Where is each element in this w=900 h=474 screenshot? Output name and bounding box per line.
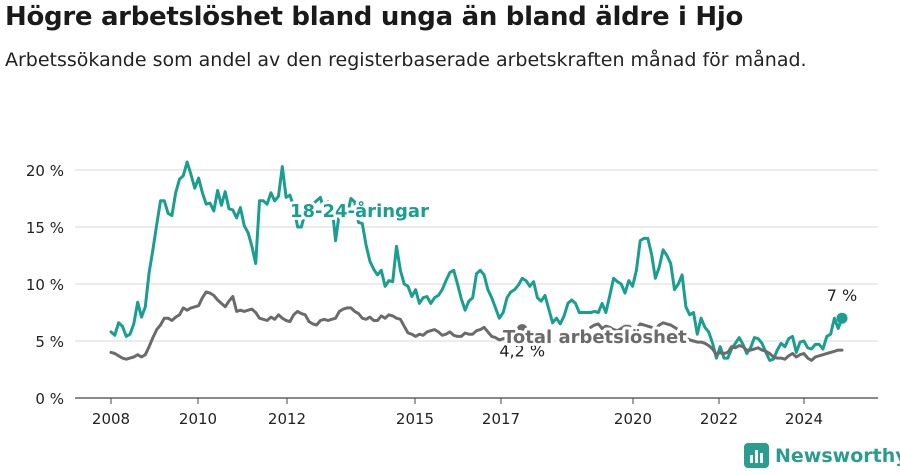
newsworthy-logo: Newsworthy bbox=[744, 443, 900, 468]
brand-name: Newsworthy bbox=[775, 444, 900, 467]
series-line-youth bbox=[109, 160, 844, 362]
x-tick-label: 2022 bbox=[700, 410, 738, 428]
x-tick-label: 2015 bbox=[396, 410, 434, 428]
x-tick-label: 2024 bbox=[785, 410, 823, 428]
x-tick-label: 2008 bbox=[92, 410, 130, 428]
y-tick-label: 0 % bbox=[35, 390, 64, 408]
series-line-total bbox=[109, 290, 524, 361]
label-total-halo: Total arbetslöshet bbox=[503, 327, 687, 348]
series-end-point bbox=[516, 324, 528, 336]
series-end-point bbox=[836, 312, 848, 324]
chart-subtitle: Arbetssökande som andel av den registerb… bbox=[5, 49, 807, 71]
chart-title: Högre arbetslöshet bland unga än bland ä… bbox=[5, 2, 744, 32]
y-tick-label: 5 % bbox=[35, 333, 64, 351]
bar-chart-logo-icon bbox=[744, 443, 769, 468]
x-tick-label: 2010 bbox=[179, 410, 217, 428]
series-end-label: 4,2 % bbox=[499, 342, 545, 361]
y-tick-label: 20 % bbox=[26, 162, 64, 180]
x-tick-label: 2017 bbox=[482, 410, 520, 428]
x-tick-label: 2012 bbox=[268, 410, 306, 428]
series-line-total bbox=[589, 321, 844, 362]
label-total: Total arbetslöshet bbox=[503, 327, 687, 348]
label-youth: 18-24-åringar bbox=[290, 200, 429, 222]
series-end-label: 7 % bbox=[827, 286, 857, 305]
y-tick-label: 15 % bbox=[26, 219, 64, 237]
x-tick-label: 2020 bbox=[614, 410, 652, 428]
label-youth-halo: 18-24-åringar bbox=[290, 200, 429, 222]
y-tick-label: 10 % bbox=[26, 276, 64, 294]
